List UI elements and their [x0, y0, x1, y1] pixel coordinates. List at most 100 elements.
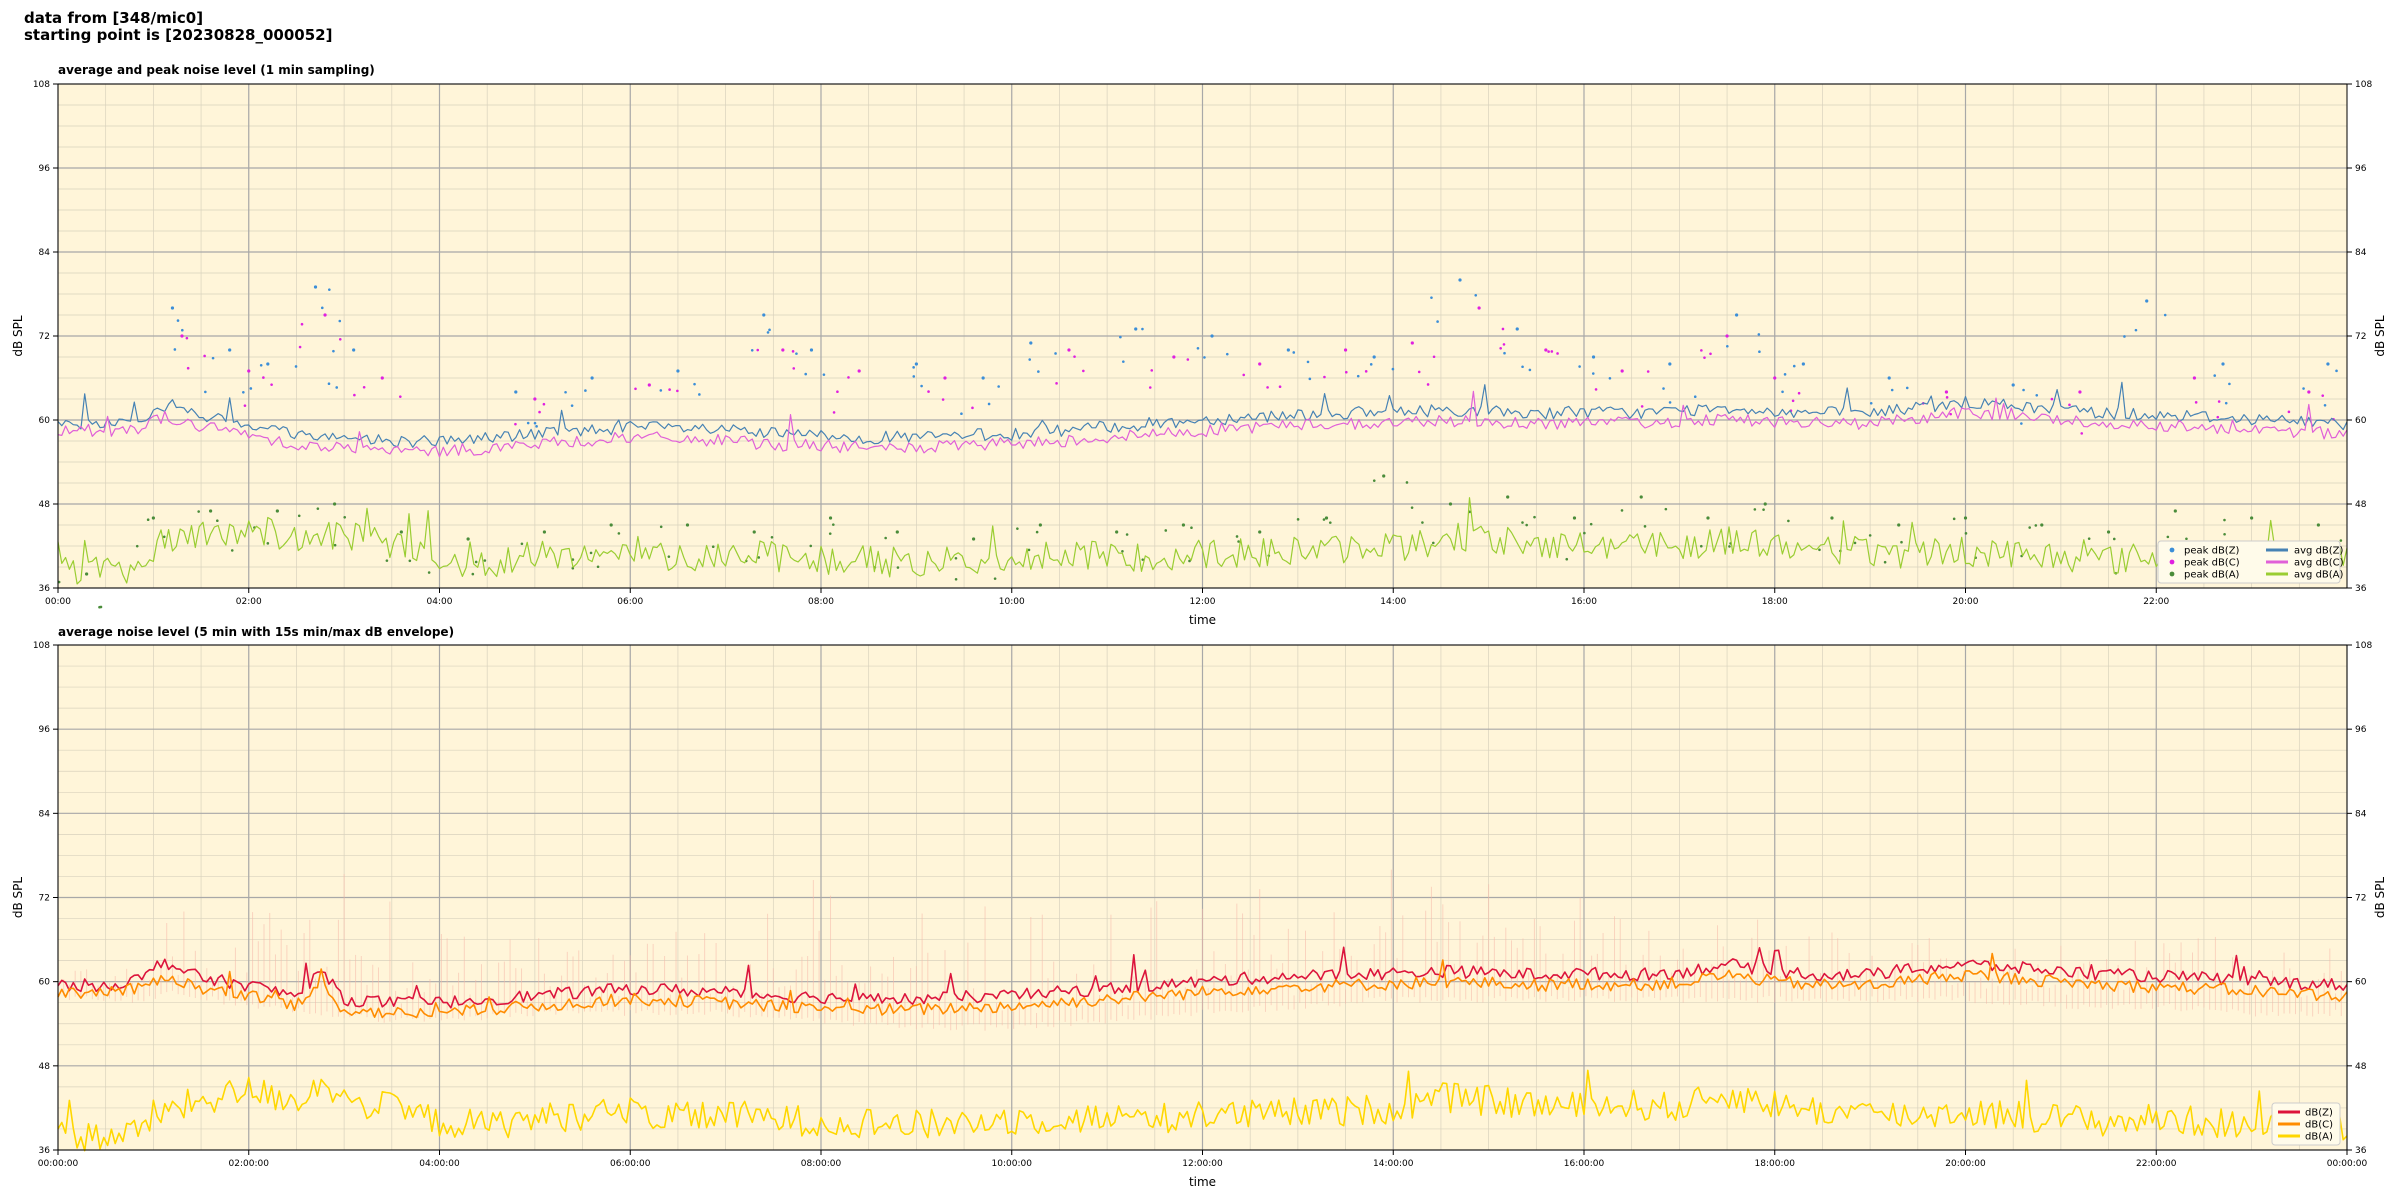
peak-point [1949, 412, 1952, 416]
peak-point [1502, 343, 1506, 346]
peak-point [338, 337, 342, 341]
peak-point [2173, 509, 2177, 513]
peak-point [1448, 502, 1453, 506]
panel-title: average and peak noise level (1 min samp… [58, 63, 375, 77]
x-tick-label: 12:00 [1190, 597, 1216, 607]
peak-point [1027, 548, 1031, 552]
peak-point [884, 536, 887, 540]
peak-point [822, 373, 826, 376]
peak-point [2228, 382, 2231, 386]
peak-point [2287, 410, 2291, 414]
peak-point [343, 516, 347, 519]
peak-point [617, 532, 621, 535]
peak-point [1029, 341, 1033, 345]
peak-point [2302, 387, 2305, 390]
peak-point [266, 542, 270, 545]
peak-point [1792, 364, 1796, 368]
peak-point [912, 375, 916, 378]
peak-point [542, 402, 546, 406]
peak-point [2166, 535, 2170, 539]
peak-point [1344, 370, 1348, 374]
peak-point [1594, 388, 1598, 391]
peak-point [698, 393, 701, 396]
y-tick-label-right: 48 [2355, 500, 2367, 510]
peak-point [2194, 401, 2198, 404]
peak-point [327, 382, 331, 386]
legend-label: dB(C) [2305, 1120, 2333, 1131]
peak-point [533, 397, 537, 401]
peak-point [1431, 541, 1435, 545]
series-line [57, 1069, 2348, 1152]
peak-point [564, 390, 567, 394]
peak-point [1035, 530, 1039, 534]
peak-point [203, 354, 206, 358]
x-tick-label: 22:00:00 [2136, 1159, 2177, 1169]
peak-point [2224, 401, 2228, 405]
peak-point [1296, 518, 1300, 521]
peak-point [1945, 396, 1949, 399]
peak-point [1643, 525, 1647, 528]
peak-point [2134, 328, 2138, 332]
peak-point [954, 577, 958, 581]
peak-point [1572, 516, 1577, 520]
peak-point [1242, 373, 1246, 377]
legend-marker [2169, 547, 2175, 553]
peak-point [1474, 293, 1478, 297]
peak-point [1372, 355, 1376, 359]
legend-label: avg dB(A) [2294, 570, 2344, 581]
peak-point [2050, 397, 2054, 401]
peak-point [427, 571, 431, 574]
peak-point [146, 518, 150, 522]
peak-point [538, 410, 541, 414]
x-tick-label: 16:00 [1571, 597, 1597, 607]
legend-box [2157, 540, 2341, 584]
chart-panel-1: 36 36 48 48 60 60 72 72 84 84 96 96 108 108 00:00 02:00… [11, 63, 2387, 627]
peak-point [298, 345, 302, 349]
peak-point [809, 544, 813, 548]
peak-point [471, 572, 475, 576]
peak-point [1791, 399, 1795, 403]
peak-point [1292, 351, 1296, 354]
peak-point [2217, 400, 2221, 403]
peak-point [857, 369, 861, 373]
peak-point [2307, 390, 2311, 394]
peak-point [1410, 506, 1414, 510]
peak-point [1426, 383, 1430, 386]
legend: peak dB(Z)peak dB(C)peak dB(A)avg dB(Z)a… [2157, 540, 2344, 584]
legend-label: dB(A) [2305, 1132, 2333, 1143]
peak-point [1477, 306, 1481, 310]
legend-marker [2169, 571, 2175, 577]
peak-point [589, 551, 593, 555]
peak-point [571, 558, 575, 561]
peak-point [1887, 376, 1891, 380]
peak-point [514, 422, 517, 426]
peak-point [766, 331, 770, 334]
peak-point [313, 285, 318, 289]
peak-point [333, 543, 337, 547]
x-tick-label: 18:00:00 [1755, 1159, 1796, 1169]
peak-point [320, 306, 324, 310]
peak-point [211, 356, 215, 360]
peak-point [828, 516, 833, 520]
peak-point [2163, 313, 2167, 317]
series-line [57, 497, 2348, 585]
y-tick-label: 72 [39, 332, 50, 342]
peak-point [1547, 350, 1550, 353]
peak-point [1693, 395, 1697, 399]
peak-point [1203, 356, 1206, 359]
legend-label: peak dB(Z) [2184, 546, 2240, 557]
peak-point [2321, 394, 2325, 397]
y-tick-label-right: 84 [2355, 248, 2367, 258]
peak-point [535, 425, 538, 428]
peak-point [176, 319, 180, 322]
peak-point [768, 328, 771, 332]
peak-point [770, 535, 774, 539]
peak-point [1364, 370, 1368, 373]
peak-point [249, 387, 253, 390]
peak-point [1278, 385, 1282, 389]
peak-point [1115, 530, 1119, 534]
peak-point [2185, 537, 2188, 541]
peak-point [352, 348, 356, 352]
peak-point [912, 366, 915, 369]
peak-point [297, 514, 301, 518]
